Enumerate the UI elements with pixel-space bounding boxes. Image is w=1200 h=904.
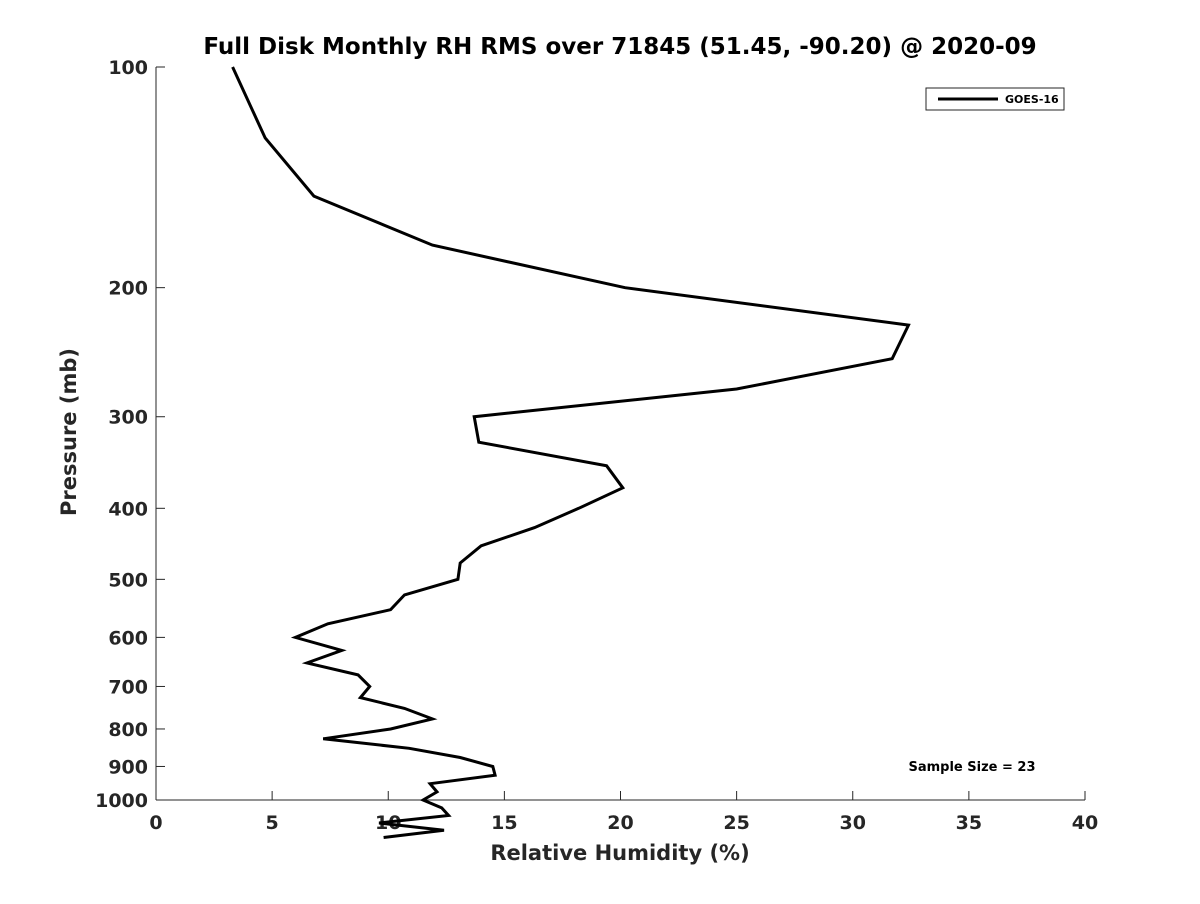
legend[interactable]: GOES-16 (925, 87, 1065, 111)
x-tick-label: 25 (723, 812, 749, 834)
x-axis-label: Relative Humidity (%) (490, 841, 749, 865)
sample-size-annotation: Sample Size = 23 (908, 760, 1035, 775)
x-tick-label: 20 (607, 812, 633, 834)
y-tick-label: 500 (108, 569, 148, 591)
y-tick-label: 800 (108, 719, 148, 741)
y-tick-label: 400 (108, 498, 148, 520)
legend-label-goes-16: GOES-16 (1005, 93, 1059, 106)
x-tick-label: 30 (840, 812, 866, 834)
y-tick-label: 600 (108, 627, 148, 649)
x-tick-label: 0 (149, 812, 162, 834)
y-tick-label: 700 (108, 676, 148, 698)
plot-area (231, 66, 911, 839)
series-line-goes-16 (231, 66, 911, 839)
y-tick-label: 300 (108, 407, 148, 429)
y-tick-label: 100 (108, 57, 148, 79)
chart-title: Full Disk Monthly RH RMS over 71845 (51.… (203, 34, 1036, 60)
axes: 0 5 10 15 20 25 30 35 40100200300400500600700800… (95, 57, 1098, 834)
y-tick-label: 900 (108, 756, 148, 778)
x-tick-label: 15 (491, 812, 517, 834)
y-tick-label: 1000 (95, 790, 148, 812)
x-tick-label: 35 (956, 812, 982, 834)
x-tick-label: 5 (266, 812, 279, 834)
y-axis-label: Pressure (mb) (57, 348, 81, 516)
x-tick-label: 40 (1072, 812, 1098, 834)
y-tick-label: 200 (108, 278, 148, 300)
